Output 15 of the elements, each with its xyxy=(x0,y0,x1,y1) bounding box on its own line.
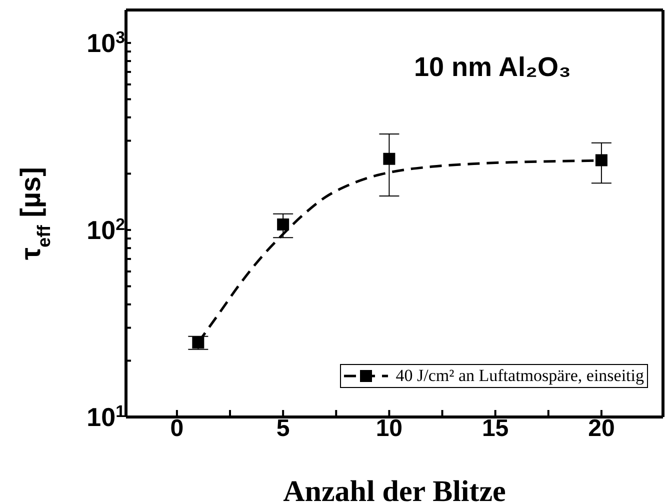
x-tick-label: 10 xyxy=(376,415,403,442)
x-tick-label: 0 xyxy=(170,415,184,442)
x-axis-title: Anzahl der Blitze xyxy=(283,475,506,502)
y-tick-label: 10$^{3}$ xyxy=(86,27,125,58)
y-tick-label: 10$^{1}$ xyxy=(86,402,125,432)
point xyxy=(192,336,204,349)
point xyxy=(277,218,290,230)
y-tick-label: 10$^{2}$ xyxy=(86,214,125,245)
point xyxy=(383,152,396,165)
legend-label: 40 J/cm² an Luftatmospäre, einseitig xyxy=(396,366,644,386)
x-tick-label: 20 xyxy=(588,415,615,442)
annotation: 10 nm Al₂O₃ xyxy=(414,52,571,83)
point xyxy=(595,154,608,166)
x-tick-label: 15 xyxy=(482,415,509,442)
x-tick-label: 5 xyxy=(276,415,290,442)
